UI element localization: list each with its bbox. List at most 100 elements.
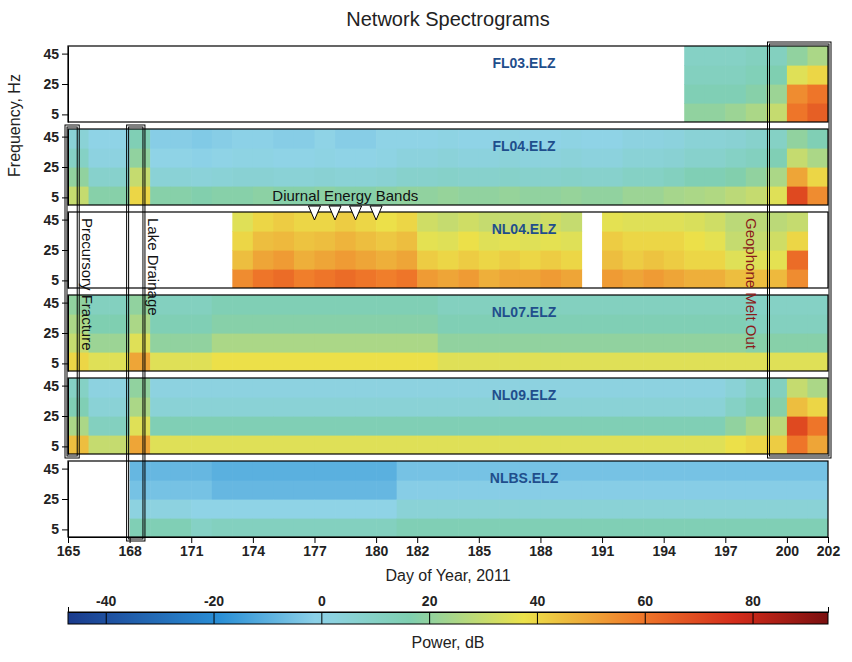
heatmap-cell [705,167,726,187]
heatmap-cell [314,397,335,417]
heatmap-cell [787,295,808,315]
heatmap-cell [458,518,479,537]
heatmap-cell [376,148,397,168]
y-tick: 25 [43,159,68,175]
panel-frame [68,129,828,205]
heatmap-cell [643,378,664,398]
heatmap-cell [746,378,767,398]
heatmap-cell [643,186,664,205]
heatmap-cell [438,148,459,168]
heatmap-cell [787,65,808,85]
heatmap-cell [232,435,253,454]
heatmap-cell [807,295,828,315]
heatmap-cell [623,231,644,251]
heatmap-cell [335,480,356,500]
heatmap-cell [458,378,479,398]
heatmap-cell [150,167,171,187]
colorbar-tick-mark [321,612,322,624]
heatmap-cell [664,333,685,353]
heatmap-cell [499,269,520,288]
heatmap-cell [807,397,828,417]
y-tick: 45 [43,378,68,394]
heatmap-cell [561,333,582,353]
heatmap-cell [212,416,233,436]
heatmap-cell [643,435,664,454]
heatmap-cell [376,269,397,288]
heatmap-cell [273,499,294,519]
heatmap-cell [746,499,767,519]
heatmap-cell [376,250,397,270]
heatmap-cell [684,250,705,270]
heatmap-cell [397,212,418,232]
heatmap-cell [602,148,623,168]
heatmap-cell [787,250,808,270]
heatmap-cell [684,84,705,104]
y-tick-label: 45 [43,295,59,311]
heatmap-cell [335,167,356,187]
heatmap-cell [294,461,315,481]
x-tick-label: 200 [776,543,800,559]
heatmap-cell [191,148,212,168]
heatmap-cell [479,352,500,371]
heatmap-cell [602,333,623,353]
y-tick-label: 45 [43,378,59,394]
colorbar-tick: -20 [204,593,224,624]
heatmap-cell [232,148,253,168]
heatmap-cell [314,129,335,149]
heatmap-cell [314,333,335,353]
heatmap-cell [417,167,438,187]
heatmap-cell [376,435,397,454]
heatmap-cell [705,250,726,270]
heatmap-cell [294,480,315,500]
heatmap-cell [684,435,705,454]
heatmap-cell [787,84,808,104]
heatmap-cell [602,435,623,454]
y-tick: 5 [51,106,68,122]
x-tick: 168 [118,537,142,559]
heatmap-cell [787,167,808,187]
heatmap-cell [807,46,828,66]
heatmap-cell [582,435,603,454]
heatmap-cell [253,295,274,315]
heatmap-cell [787,333,808,353]
annotation-text: Geophone Melt Out [743,218,760,350]
heatmap-cell [417,397,438,417]
x-tick-label: 202 [817,543,841,559]
heatmap-cell [191,378,212,398]
heatmap-cell [520,333,541,353]
colorbar-tick-mark [429,612,430,624]
heatmap-cell [540,167,561,187]
heatmap-cell [294,518,315,537]
heatmap-cell [335,416,356,436]
heatmap-cell [561,295,582,315]
heatmap-cell [705,352,726,371]
heatmap-cell [623,295,644,315]
y-tick-mark [62,499,68,500]
x-tick: 182 [406,537,430,559]
heatmap-cell [376,461,397,481]
heatmap-cell [171,129,192,149]
heatmap-cell [807,480,828,500]
heatmap-cell [643,397,664,417]
heatmap-cell [725,314,746,334]
heatmap-cell [787,352,808,371]
y-tick-label: 5 [51,106,59,122]
heatmap-cell [684,269,705,288]
heatmap-cell [314,269,335,288]
heatmap-cell [232,499,253,519]
heatmap-cell [130,352,151,371]
heatmap-cell [807,378,828,398]
heatmap-cell [623,461,644,481]
heatmap-cell [314,378,335,398]
annotation-box [65,125,79,458]
heatmap-cell [787,416,808,436]
heatmap-cell [479,250,500,270]
heatmap-cell [273,480,294,500]
heatmap-cell [438,250,459,270]
heatmap-cell [499,333,520,353]
heatmap-cell [253,269,274,288]
heatmap-cell [582,352,603,371]
heatmap-cell [397,518,418,537]
heatmap-cell [171,480,192,500]
heatmap-cell [766,499,787,519]
